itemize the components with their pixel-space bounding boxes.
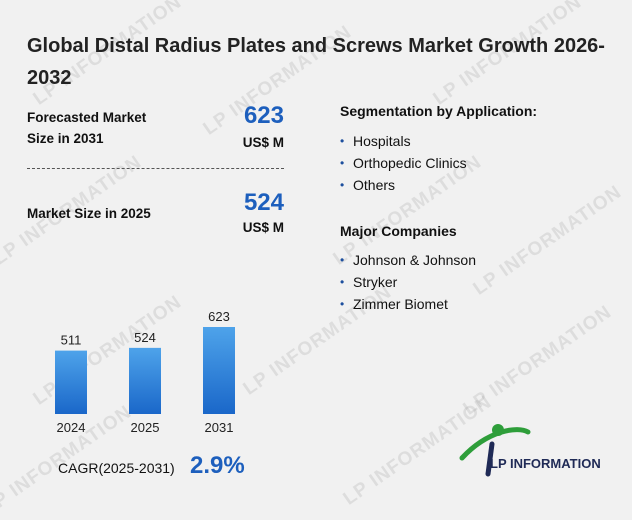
- current-value: 524: [243, 189, 284, 216]
- bar-value-label: 623: [208, 309, 230, 324]
- x-tick-label: 2025: [131, 420, 160, 435]
- page-title: Global Distal Radius Plates and Screws M…: [27, 35, 605, 89]
- bullet-icon: •: [340, 297, 345, 311]
- bar-2025: [129, 347, 161, 414]
- bullet-icon: •: [340, 178, 345, 192]
- company-johnson-johnson: Johnson & Johnson: [353, 252, 476, 268]
- segmentation-list: • Hospitals • Orthopedic Clinics • Others: [340, 130, 467, 196]
- bar-value-label: 524: [134, 330, 156, 345]
- segmentation-title: Segmentation by Application:: [340, 103, 538, 119]
- metrics-divider: [27, 168, 284, 169]
- chart-bars: 511 2024 524 2025 623 2031: [55, 309, 235, 435]
- list-item: • Others: [340, 174, 467, 196]
- bullet-icon: •: [340, 253, 345, 267]
- cagr-label: CAGR(2025-2031): [58, 460, 175, 476]
- bar-2024: [55, 350, 87, 414]
- lp-information-logo-icon: [459, 424, 531, 477]
- list-item: • Zimmer Biomet: [340, 293, 476, 315]
- list-item: • Johnson & Johnson: [340, 249, 476, 271]
- current-label: Market Size in 2025: [27, 206, 151, 221]
- forecast-label-line2: Size in 2031: [27, 131, 104, 146]
- market-size-bar-chart: 511 2024 524 2025 623 2031: [55, 309, 235, 435]
- forecast-label: Forecasted Market Size in 2031: [27, 107, 146, 149]
- bar-value-label: 511: [61, 333, 82, 348]
- list-item: • Orthopedic Clinics: [340, 152, 467, 174]
- bullet-icon: •: [340, 134, 345, 148]
- x-tick-label: 2031: [205, 420, 234, 435]
- bar-2031: [203, 327, 235, 414]
- forecast-unit: US$ M: [242, 135, 284, 150]
- cagr-value: 2.9%: [190, 452, 245, 479]
- list-item: • Hospitals: [340, 130, 467, 152]
- companies-title: Major Companies: [340, 223, 457, 239]
- segment-hospitals: Hospitals: [353, 133, 411, 149]
- segment-others: Others: [353, 177, 396, 193]
- watermark: LP INFORMATION: [469, 181, 626, 300]
- bullet-icon: •: [340, 275, 345, 289]
- segment-orthopedic-clinics: Orthopedic Clinics: [353, 155, 467, 171]
- company-zimmer-biomet: Zimmer Biomet: [353, 296, 448, 312]
- companies-list: • Johnson & Johnson • Stryker • Zimmer Biom…: [340, 249, 476, 315]
- bullet-icon: •: [340, 156, 345, 170]
- company-stryker: Stryker: [353, 274, 398, 290]
- current-unit: US$ M: [242, 220, 284, 235]
- x-tick-label: 2024: [57, 420, 86, 435]
- watermark: LP INFORMATION: [459, 301, 616, 420]
- forecast-value: 623: [243, 102, 284, 129]
- forecast-label-line1: Forecasted Market: [27, 110, 147, 125]
- brand-name: LP INFORMATION: [490, 456, 601, 471]
- list-item: • Stryker: [340, 271, 476, 293]
